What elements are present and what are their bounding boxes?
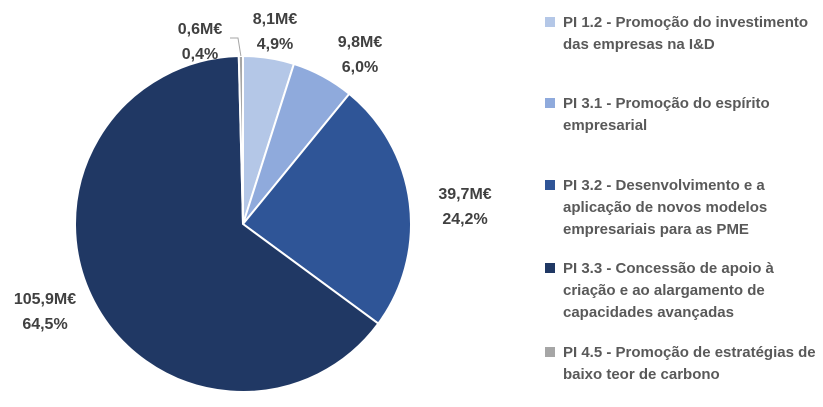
legend-label: PI 3.1 - Promoção do espírito empresaria… <box>563 95 770 134</box>
legend-item: PI 4.5 - Promoção de estratégias de baix… <box>545 342 820 386</box>
legend-swatch <box>545 98 555 108</box>
legend-swatch <box>545 180 555 190</box>
pie-slice <box>241 92 412 325</box>
legend-swatch <box>545 263 555 273</box>
slice-percent-label: 6,0% <box>342 59 378 76</box>
legend-swatch <box>545 347 555 357</box>
legend-item: PI 3.2 - Desenvolvimento e a aplicação d… <box>545 175 820 241</box>
slice-percent-label: 24,2% <box>442 211 487 228</box>
leader-line <box>230 37 242 57</box>
legend-label: PI 3.3 - Concessão de apoio à criação e … <box>563 260 774 321</box>
slice-amount-label: 9,8M€ <box>338 34 383 51</box>
slice-amount-label: 105,9M€ <box>14 291 76 308</box>
pie-slice <box>74 55 380 393</box>
slice-percent-label: 4,9% <box>257 36 293 53</box>
slice-amount-label: 8,1M€ <box>253 11 298 28</box>
pie-slice <box>237 54 244 225</box>
legend-label: PI 4.5 - Promoção de estratégias de baix… <box>563 344 816 383</box>
slice-percent-label: 64,5% <box>22 316 67 333</box>
slice-amount-label: 0,6M€ <box>178 21 223 38</box>
legend-label: PI 1.2 - Promoção do investimento das em… <box>563 14 809 53</box>
legend-item: PI 1.2 - Promoção do investimento das em… <box>545 12 820 56</box>
slice-amount-label: 39,7M€ <box>438 186 491 203</box>
legend-swatch <box>545 17 555 27</box>
legend-label: PI 3.2 - Desenvolvimento e a aplicação d… <box>563 177 768 238</box>
legend-item: PI 3.1 - Promoção do espírito empresaria… <box>545 93 820 137</box>
slice-percent-label: 0,4% <box>182 46 218 63</box>
legend-item: PI 3.3 - Concessão de apoio à criação e … <box>545 258 820 324</box>
